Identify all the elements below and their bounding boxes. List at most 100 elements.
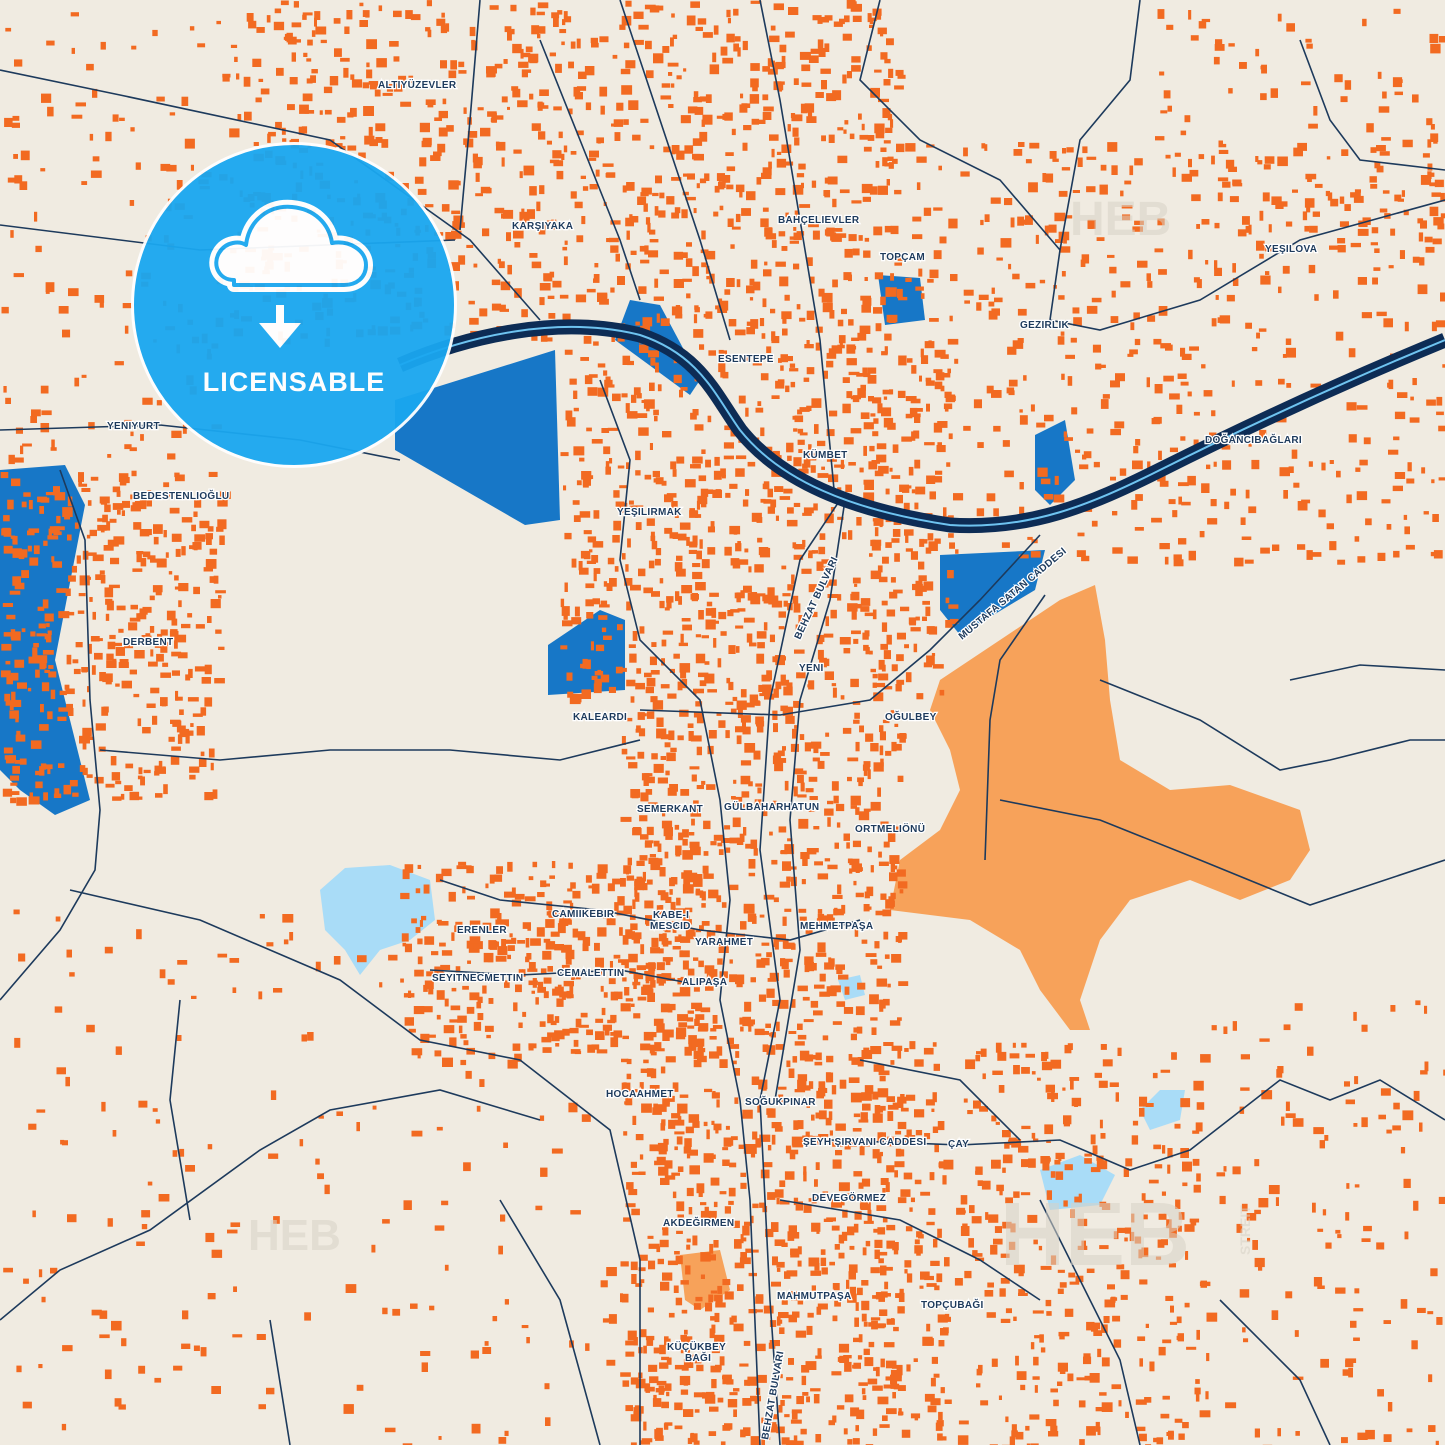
- building: [22, 443, 32, 447]
- building: [775, 681, 782, 690]
- building: [928, 541, 938, 551]
- building: [772, 755, 780, 765]
- building: [1348, 348, 1356, 358]
- building: [649, 1044, 655, 1054]
- building: [879, 1309, 888, 1316]
- building: [1181, 353, 1192, 360]
- building: [735, 933, 746, 939]
- building: [789, 236, 800, 240]
- building: [878, 576, 888, 583]
- building: [797, 1120, 804, 1130]
- building: [903, 502, 910, 511]
- building: [205, 533, 213, 540]
- building: [710, 1290, 718, 1294]
- building: [928, 1208, 936, 1215]
- building: [853, 719, 860, 724]
- building: [691, 1002, 703, 1009]
- licensable-badge[interactable]: LICENSABLE: [131, 142, 457, 468]
- building: [134, 650, 145, 659]
- building: [1055, 239, 1064, 243]
- building: [638, 427, 649, 436]
- building: [1251, 347, 1258, 352]
- building: [674, 824, 680, 830]
- building: [1018, 1145, 1029, 1153]
- building: [833, 908, 844, 916]
- building: [289, 77, 298, 85]
- building: [415, 927, 421, 933]
- building: [630, 216, 639, 223]
- building: [1301, 499, 1311, 504]
- building: [742, 1237, 747, 1242]
- building: [527, 927, 531, 931]
- building: [861, 939, 868, 944]
- building: [1125, 1411, 1129, 1418]
- building: [638, 1267, 646, 1272]
- building: [580, 1012, 588, 1018]
- building: [190, 164, 194, 171]
- building: [832, 894, 843, 899]
- building: [626, 1073, 632, 1080]
- building: [37, 606, 45, 611]
- building: [1062, 1087, 1066, 1091]
- building: [671, 1113, 681, 1119]
- building: [980, 219, 984, 226]
- building: [1373, 267, 1381, 271]
- building: [1443, 1069, 1445, 1076]
- building: [732, 796, 743, 806]
- building: [867, 846, 872, 853]
- building: [1259, 210, 1264, 221]
- building: [895, 743, 902, 751]
- building: [880, 52, 888, 60]
- building: [82, 699, 86, 707]
- building: [701, 635, 709, 639]
- building: [681, 1367, 689, 1371]
- building: [552, 988, 563, 996]
- building: [626, 756, 636, 760]
- building: [551, 1148, 563, 1154]
- building: [585, 1343, 590, 1351]
- building: [1254, 1209, 1261, 1215]
- building: [612, 535, 620, 543]
- building: [594, 263, 599, 268]
- building: [1019, 482, 1024, 490]
- building: [737, 608, 746, 612]
- building: [864, 1357, 874, 1367]
- building: [866, 347, 873, 353]
- building: [574, 201, 583, 209]
- building: [1377, 552, 1386, 561]
- building: [660, 1066, 666, 1074]
- building: [686, 293, 691, 299]
- building: [1278, 286, 1282, 294]
- building: [705, 619, 716, 630]
- building: [766, 1045, 776, 1055]
- building: [466, 1047, 475, 1055]
- building: [630, 1414, 642, 1422]
- building: [669, 668, 675, 673]
- building: [755, 716, 764, 725]
- building: [563, 256, 568, 266]
- building: [763, 106, 774, 112]
- building: [692, 563, 701, 568]
- building: [937, 1314, 948, 1323]
- building: [932, 1126, 939, 1133]
- building: [356, 1384, 364, 1391]
- building: [511, 899, 522, 907]
- building: [1157, 9, 1165, 19]
- building: [870, 801, 881, 811]
- building: [572, 928, 579, 938]
- building: [631, 794, 639, 799]
- building: [1039, 1334, 1044, 1343]
- building: [806, 1396, 810, 1403]
- building: [0, 670, 11, 678]
- building: [862, 367, 868, 377]
- building: [847, 1439, 853, 1445]
- building: [926, 1338, 934, 1346]
- building: [129, 447, 137, 452]
- building: [661, 480, 667, 486]
- building: [746, 285, 755, 294]
- building: [488, 940, 497, 950]
- building: [692, 571, 703, 580]
- building: [622, 977, 627, 982]
- building: [840, 459, 844, 469]
